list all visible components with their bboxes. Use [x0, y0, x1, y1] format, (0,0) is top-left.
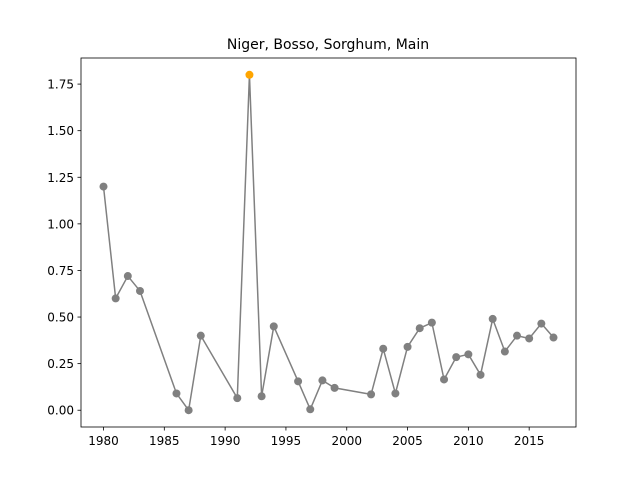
point [391, 389, 400, 398]
point [306, 405, 315, 414]
plot-frame [80, 57, 577, 428]
y-tick-label: 1.00 [47, 217, 74, 231]
point [452, 353, 461, 362]
x-tick-label: 2000 [331, 434, 362, 448]
point [379, 344, 388, 353]
point [245, 70, 254, 79]
point [318, 376, 327, 385]
point [184, 406, 193, 415]
x-tick-label: 2015 [514, 434, 545, 448]
point [415, 324, 424, 333]
point [135, 286, 144, 295]
x-tick-label: 1980 [88, 434, 119, 448]
point [440, 375, 449, 384]
point [525, 334, 534, 343]
x-tick-label: 1985 [149, 434, 180, 448]
point [513, 331, 522, 340]
point [427, 318, 436, 327]
point [99, 182, 108, 191]
point [488, 314, 497, 323]
y-tick-label: 1.50 [47, 124, 74, 138]
x-tick-label: 1995 [271, 434, 302, 448]
chart-title: Niger, Bosso, Sorghum, Main [227, 37, 429, 53]
point [111, 294, 120, 303]
point [196, 331, 205, 340]
point [294, 377, 303, 386]
point [403, 342, 412, 351]
point [500, 347, 509, 356]
x-tick-label: 2005 [392, 434, 423, 448]
y-tick-label: 0.00 [47, 404, 74, 418]
y-tick-label: 1.25 [47, 171, 74, 185]
line [102, 74, 555, 413]
point [330, 383, 339, 392]
y-tick-label: 0.25 [47, 357, 74, 371]
y-tick-label: 0.50 [47, 311, 74, 325]
point [172, 389, 181, 398]
point [464, 350, 473, 359]
point [269, 322, 278, 331]
point [549, 333, 558, 342]
y-tick-label: 0.75 [47, 264, 74, 278]
point [257, 392, 266, 401]
point [123, 272, 132, 281]
point [476, 370, 485, 379]
point [233, 394, 242, 403]
y-tick-label: 1.75 [47, 78, 74, 92]
point [367, 390, 376, 399]
point [537, 319, 546, 328]
x-tick-label: 2010 [453, 434, 484, 448]
x-tick-label: 1990 [210, 434, 241, 448]
